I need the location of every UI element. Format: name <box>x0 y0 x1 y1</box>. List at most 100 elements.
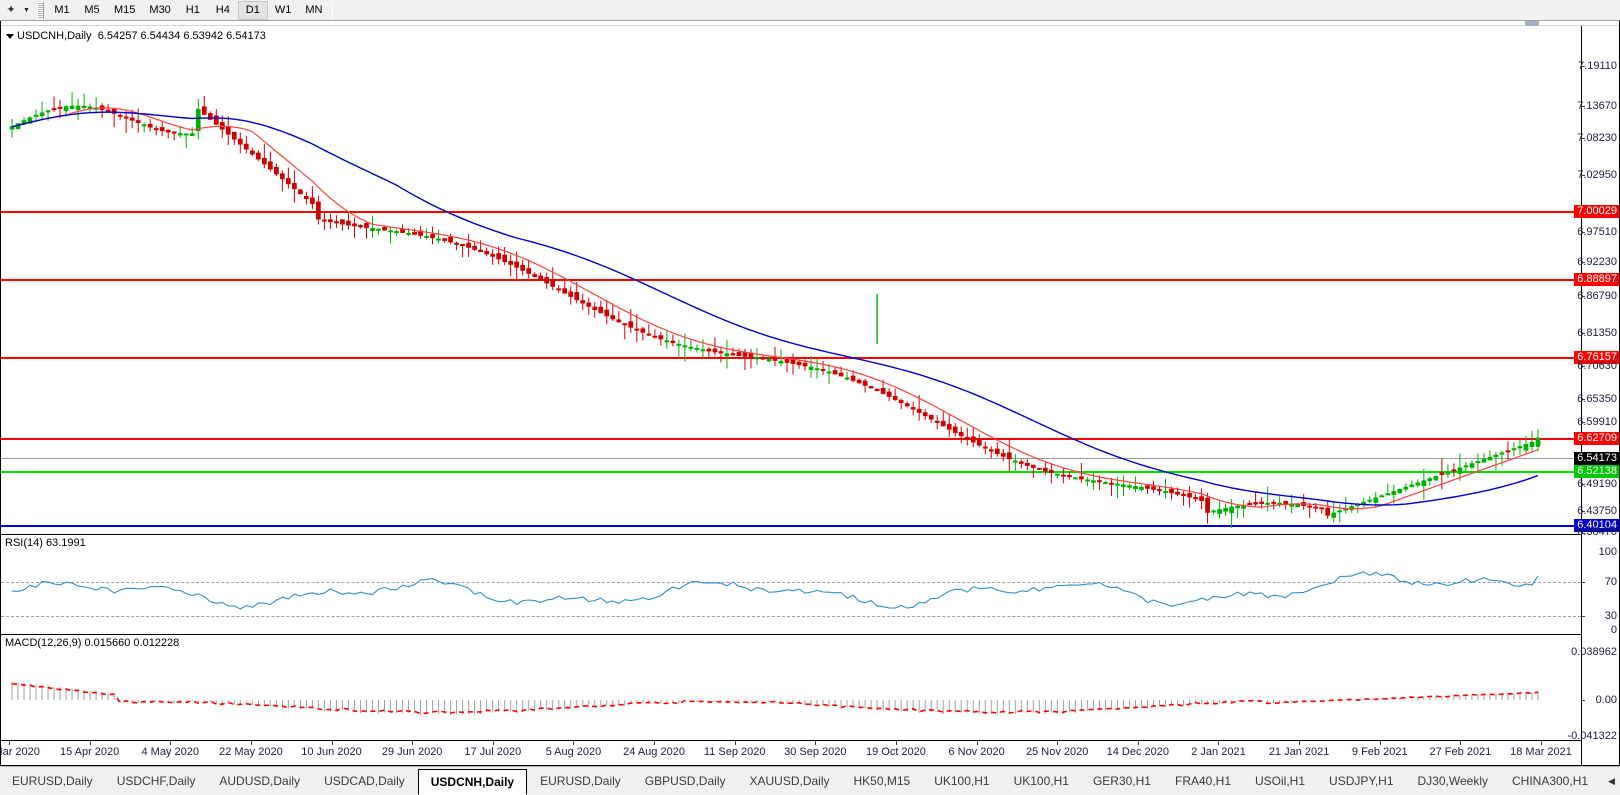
price-label-6.97510: 6.97510 <box>1577 226 1617 238</box>
timeframe-mn[interactable]: MN <box>305 4 323 16</box>
rsi-line-series <box>11 571 1539 610</box>
chart-tab-eurusd-daily[interactable]: EURUSD,Daily <box>540 774 621 788</box>
rsi-label-70: 70 <box>1604 576 1617 588</box>
date-tick <box>331 741 333 745</box>
timeframe-m30[interactable]: M30 <box>149 4 171 16</box>
macd-tick <box>1581 700 1585 701</box>
price-tick <box>1581 138 1585 139</box>
macd-panel-divider <box>1 634 1582 635</box>
price-tick <box>1581 175 1585 176</box>
resistance-line-7.00029[interactable] <box>1 211 1581 213</box>
price-badge-6.88897: 6.88897 <box>1574 273 1619 286</box>
chart-tab-eurusd-daily[interactable]: EURUSD,Daily <box>12 774 93 788</box>
triangle-down-icon[interactable] <box>6 33 14 39</box>
resistance-line-6.62709[interactable] <box>1 438 1581 440</box>
chart-tab-usdcnh-daily[interactable]: USDCNH,Daily <box>417 769 528 795</box>
crosshair-icon[interactable]: ✦ <box>6 3 16 16</box>
chart-tabs-bar[interactable]: EURUSD,Daily USDCHF,Daily AUDUSD,Daily USDC… <box>0 766 1620 795</box>
price-badge-7.00029: 7.00029 <box>1574 205 1619 218</box>
date-label: 17 Jul 2020 <box>464 746 522 758</box>
chart-tab-uk100-h1[interactable]: UK100,H1 <box>934 774 990 788</box>
price-tick <box>1581 296 1585 297</box>
timeframe-m1[interactable]: M1 <box>54 4 70 16</box>
chart-tab-xauusd-daily[interactable]: XAUUSD,Daily <box>749 774 830 788</box>
date-tick <box>815 741 817 745</box>
macd-label-min: -0.041322 <box>1567 730 1617 742</box>
chart-tab-usoil-h1[interactable]: USOil,H1 <box>1255 774 1306 788</box>
date-tick <box>573 741 575 745</box>
chart-tab-uk100-h1[interactable]: UK100,H1 <box>1013 774 1069 788</box>
rsi-label-30: 30 <box>1604 610 1617 622</box>
date-label: 30 Sep 2020 <box>784 746 847 758</box>
chart-scrollbar-thumb[interactable] <box>1525 21 1539 26</box>
price-label-6.49190: 6.49190 <box>1577 478 1617 490</box>
resistance-line-6.88897[interactable] <box>1 279 1581 281</box>
price-tick <box>1581 533 1585 534</box>
price-tick <box>1581 399 1585 400</box>
timeframe-m15[interactable]: M15 <box>114 4 136 16</box>
support-line-6.52138[interactable] <box>1 471 1581 473</box>
chart-symbol-label: USDCNH,Daily <box>17 30 92 42</box>
chart-tab-usdchf-daily[interactable]: USDCHF,Daily <box>116 774 196 788</box>
chart-tab-ger30-h1[interactable]: GER30,H1 <box>1092 774 1151 788</box>
support-line-6.40104[interactable] <box>1 525 1581 527</box>
macd-label-zero: 0.00 <box>1595 694 1617 706</box>
date-tick <box>1460 741 1462 745</box>
chart-tab-usdjpy-h1[interactable]: USDJPY,H1 <box>1329 774 1394 788</box>
price-tick <box>1581 484 1585 485</box>
price-tick <box>1581 262 1585 263</box>
drag-grip-icon[interactable] <box>37 1 44 19</box>
chart-scrollbar[interactable] <box>1 21 1619 26</box>
chart-tab-hk50-m15[interactable]: HK50,M15 <box>853 774 911 788</box>
rsi-label-0: 0 <box>1610 624 1617 636</box>
macd-label: MACD(12,26,9) 0.015660 0.012228 <box>5 637 180 649</box>
chevron-down-icon[interactable]: ▼ <box>23 6 30 14</box>
price-tick <box>1581 106 1585 107</box>
rsi-panel-divider <box>1 534 1582 535</box>
resistance-line-6.76157[interactable] <box>1 357 1581 359</box>
timeframe-w1[interactable]: W1 <box>274 4 292 16</box>
date-label: 27 Mar 2020 <box>1 746 40 758</box>
date-tick <box>1218 741 1220 745</box>
date-label: 14 Dec 2020 <box>1106 746 1170 758</box>
timeframe-h1[interactable]: H1 <box>185 4 200 16</box>
date-tick <box>492 741 494 745</box>
chart-tab-fra40-h1[interactable]: FRA40,H1 <box>1174 774 1232 788</box>
price-label-6.38470: 6.38470 <box>1577 526 1617 538</box>
macd-histogram-series <box>11 681 1539 716</box>
price-axis-line <box>1581 26 1582 765</box>
timeframe-h4[interactable]: H4 <box>215 4 230 16</box>
date-label: 11 Sep 2020 <box>703 746 766 758</box>
date-label: 19 Oct 2020 <box>865 746 926 758</box>
date-label: 6 Nov 2020 <box>948 746 1005 758</box>
date-label: 5 Aug 2020 <box>545 746 602 758</box>
current-price-line <box>1 458 1581 459</box>
timeframe-d1[interactable]: D1 <box>237 0 268 20</box>
date-tick <box>1541 741 1542 745</box>
chart-tab-gbpusd-daily[interactable]: GBPUSD,Daily <box>644 774 726 788</box>
chart-tab-usdcad-daily[interactable]: USDCAD,Daily <box>324 774 405 788</box>
tab-nav: ◀▶ <box>1600 767 1620 795</box>
rsi-tick <box>1581 582 1585 583</box>
chart-tab-china300-h1[interactable]: CHINA300,H1 <box>1512 774 1589 788</box>
chart-symbol-header[interactable]: USDCNH,Daily 6.54257 6.54434 6.53942 6.5… <box>6 30 266 42</box>
date-label: 4 May 2020 <box>141 746 199 758</box>
chart-tab-audusd-daily[interactable]: AUDUSD,Daily <box>219 774 301 788</box>
chart-tab-dj30-weekly[interactable]: DJ30,Weekly <box>1417 774 1488 788</box>
chart-window[interactable]: USDCNH,Daily 6.54257 6.54434 6.53942 6.5… <box>0 21 1620 766</box>
date-tick <box>1379 741 1381 745</box>
chart-ohlc-values: 6.54257 6.54434 6.53942 6.54173 <box>97 30 266 42</box>
price-tick <box>1581 511 1585 512</box>
price-label-6.65350: 6.65350 <box>1577 393 1617 405</box>
macd-label-max: 0.038962 <box>1571 646 1617 658</box>
macd-indicator-header[interactable]: MACD(12,26,9) 0.015660 0.012228 <box>5 637 179 649</box>
rsi-indicator-header[interactable]: RSI(14) 63.1991 <box>5 537 86 549</box>
price-tick <box>1581 232 1585 233</box>
price-badge-6.40104: 6.40104 <box>1574 519 1619 532</box>
chevron-left-icon[interactable]: ◀ <box>1608 775 1615 786</box>
date-tick <box>976 741 978 745</box>
date-label: 2 Jan 2021 <box>1191 746 1246 758</box>
timeframe-m5[interactable]: M5 <box>84 4 100 16</box>
date-tick <box>895 741 897 745</box>
